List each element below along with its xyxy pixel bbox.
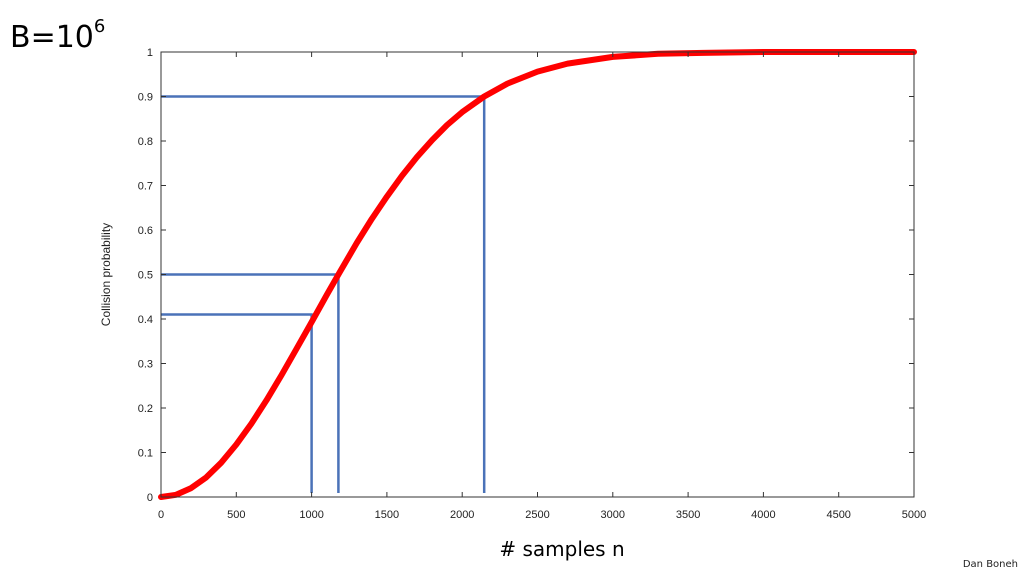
y-tick-label: 0.8 [138,136,153,148]
x-tick-label: 3000 [601,509,625,521]
y-tick-label: 0.9 [138,92,153,104]
y-tick-label: 0 [147,492,153,504]
x-tick-label: 5000 [902,509,926,521]
slide-title: B=106 [10,18,105,55]
x-tick-label: 0 [158,509,164,521]
y-axis-label: Collision probability [99,223,113,326]
x-tick-label: 3500 [676,509,700,521]
x-tick-label: 2500 [525,509,549,521]
y-tick-label: 0.3 [138,359,153,371]
reference-marker-line [161,313,313,493]
title-exponent: 6 [93,16,106,37]
y-tick-label: 0.5 [138,270,153,282]
y-tick-label: 1 [147,47,153,59]
author-credit: Dan Boneh [962,559,1018,570]
y-tick-label: 0.2 [138,403,153,415]
x-tick-label: 1500 [375,509,399,521]
y-tick-label: 0.1 [138,448,153,460]
title-base: B=10 [10,20,94,55]
x-axis-label: # samples n [499,537,625,561]
x-tick-label: 4500 [826,509,850,521]
reference-marker-line [161,95,486,493]
x-tick-label: 500 [227,509,245,521]
x-tick-label: 2000 [450,509,474,521]
y-tick-label: 0.4 [138,314,153,326]
x-tick-label: 1000 [299,509,323,521]
y-tick-label: 0.7 [138,181,153,193]
x-tick-label: 4000 [751,509,775,521]
y-tick-label: 0.6 [138,225,153,237]
